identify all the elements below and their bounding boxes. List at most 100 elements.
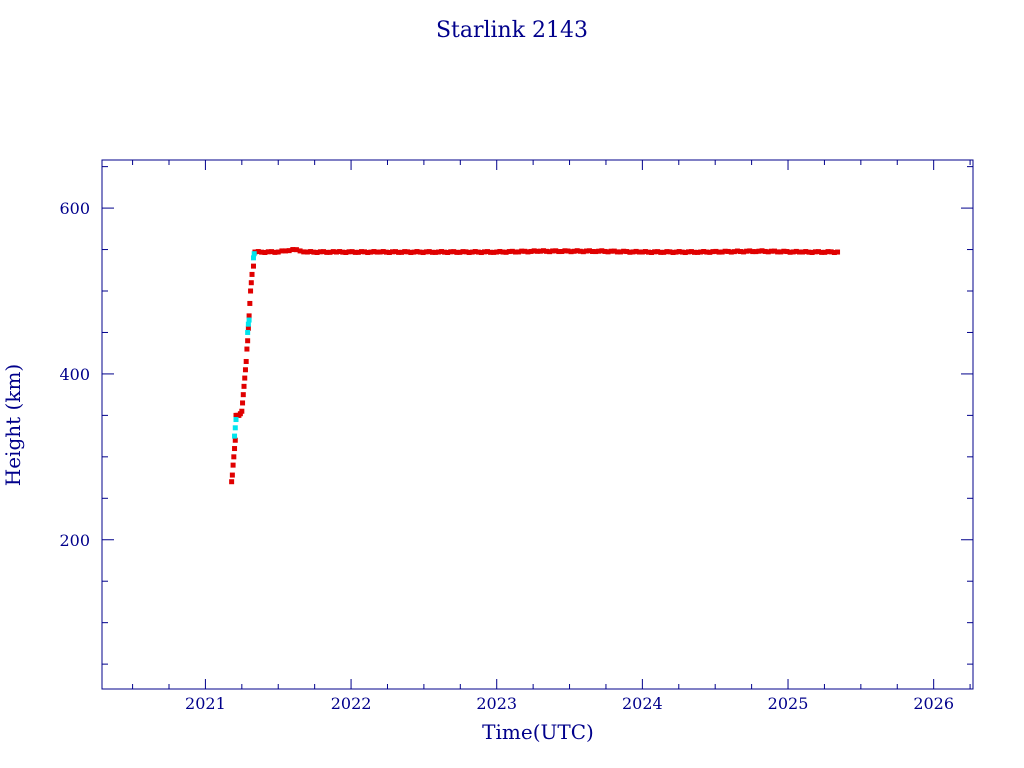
data-point [262, 249, 268, 255]
data-point [540, 248, 546, 254]
data-point [426, 249, 432, 255]
data-point [286, 248, 292, 254]
data-point [451, 249, 457, 255]
data-point [819, 249, 825, 255]
data-point [809, 249, 815, 255]
data-point [713, 248, 719, 254]
data-point [308, 249, 314, 255]
data-point [232, 433, 238, 439]
data-point [621, 248, 627, 254]
data-point [275, 249, 281, 255]
data-point [242, 367, 248, 373]
data-point [655, 249, 661, 255]
data-point [586, 248, 592, 254]
data-point [230, 462, 236, 468]
data-point [475, 249, 481, 255]
data-point [577, 248, 583, 254]
data-point [321, 249, 327, 255]
data-point [463, 249, 469, 255]
data-point [432, 249, 438, 255]
data-point [500, 249, 506, 255]
data-point [688, 249, 694, 255]
data-point [457, 249, 463, 255]
data-point [414, 249, 420, 255]
data-point [630, 249, 636, 255]
data-point [704, 249, 710, 255]
data-point [340, 249, 346, 255]
data-point [627, 249, 633, 255]
data-point [750, 249, 756, 255]
data-point [762, 248, 768, 254]
data-point [231, 454, 237, 460]
data-point [330, 249, 336, 255]
data-point [245, 338, 251, 344]
data-point [658, 249, 664, 255]
data-points [229, 247, 841, 485]
data-point [571, 248, 577, 254]
data-point [544, 248, 550, 254]
x-axis-label: Time(UTC) [482, 720, 594, 744]
data-point [506, 249, 512, 255]
data-point [831, 250, 837, 256]
data-point [741, 249, 747, 255]
data-point [485, 249, 491, 255]
chart-title: Starlink 2143 [436, 18, 588, 43]
data-point [547, 249, 553, 255]
data-point [822, 249, 828, 255]
data-point [420, 250, 426, 256]
data-point [349, 249, 355, 255]
plot-frame [101, 159, 974, 690]
data-point [352, 249, 358, 255]
data-point [232, 425, 238, 431]
data-point [815, 249, 821, 255]
data-point [608, 248, 614, 254]
data-point [835, 249, 841, 255]
data-point [469, 249, 475, 255]
data-point [240, 400, 246, 406]
data-point [559, 249, 565, 255]
data-point [596, 248, 602, 254]
data-point [393, 249, 399, 255]
data-point [435, 249, 441, 255]
data-point [374, 249, 380, 255]
data-point [249, 271, 255, 277]
data-point [787, 249, 793, 255]
data-point [445, 249, 451, 255]
data-point [803, 249, 809, 255]
data-point [259, 249, 265, 255]
data-point [405, 249, 411, 255]
data-point [279, 248, 285, 254]
data-point [646, 249, 652, 255]
data-point [710, 249, 716, 255]
data-point [247, 300, 253, 306]
data-point [790, 249, 796, 255]
data-point [389, 249, 395, 255]
data-point [242, 375, 248, 381]
data-point [642, 249, 648, 255]
data-point [719, 249, 725, 255]
x-tick-label: 2026 [913, 694, 954, 713]
data-point [481, 249, 487, 255]
data-point [522, 248, 528, 254]
data-point [565, 248, 571, 254]
data-point [411, 249, 417, 255]
data-point [250, 255, 256, 261]
data-point [574, 248, 580, 254]
data-point [460, 249, 466, 255]
data-point [442, 249, 448, 255]
data-point [334, 249, 339, 255]
data-point [343, 249, 349, 255]
data-point [283, 248, 289, 254]
data-point [233, 417, 239, 423]
data-point [327, 249, 333, 255]
data-point [293, 247, 299, 253]
data-point [488, 249, 494, 255]
data-point [491, 249, 497, 255]
data-point [269, 249, 275, 255]
data-point [583, 248, 589, 254]
data-point [478, 250, 484, 256]
data-point [602, 248, 608, 254]
data-point [796, 249, 802, 255]
data-point [812, 249, 818, 255]
data-point [590, 248, 596, 254]
